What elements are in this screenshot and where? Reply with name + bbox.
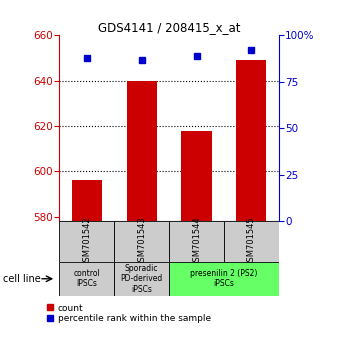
Text: GSM701545: GSM701545 — [247, 216, 256, 267]
FancyBboxPatch shape — [169, 262, 279, 296]
FancyBboxPatch shape — [59, 262, 114, 296]
Legend: count, percentile rank within the sample: count, percentile rank within the sample — [47, 304, 211, 324]
Bar — [236, 60, 267, 221]
FancyBboxPatch shape — [59, 221, 114, 262]
FancyBboxPatch shape — [114, 262, 169, 296]
Text: cell line: cell line — [3, 274, 41, 284]
Text: GSM701543: GSM701543 — [137, 216, 146, 267]
Bar — [72, 181, 102, 221]
FancyBboxPatch shape — [169, 221, 224, 262]
Bar — [182, 131, 211, 221]
FancyBboxPatch shape — [224, 221, 279, 262]
Text: GSM701544: GSM701544 — [192, 216, 201, 267]
Text: control
IPSCs: control IPSCs — [73, 269, 100, 289]
Text: presenilin 2 (PS2)
iPSCs: presenilin 2 (PS2) iPSCs — [190, 269, 258, 289]
FancyBboxPatch shape — [114, 221, 169, 262]
Text: Sporadic
PD-derived
iPSCs: Sporadic PD-derived iPSCs — [121, 264, 163, 294]
Bar — [127, 81, 157, 221]
Title: GDS4141 / 208415_x_at: GDS4141 / 208415_x_at — [98, 21, 240, 34]
Text: GSM701542: GSM701542 — [82, 216, 91, 267]
